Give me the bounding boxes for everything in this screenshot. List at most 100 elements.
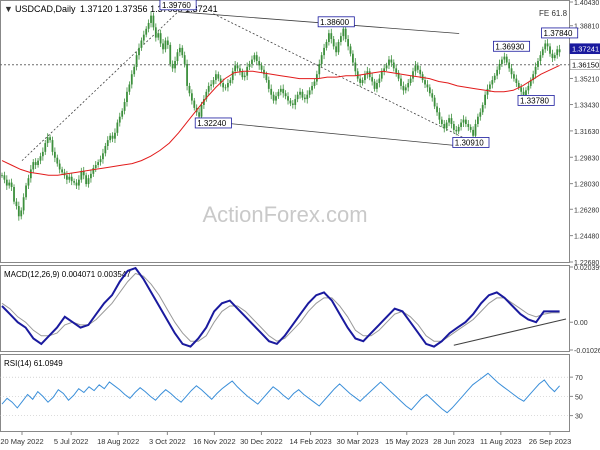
watermark: ActionForex.com [202, 202, 367, 227]
level-labels: 1.39760 1.38600 1.37840 1.36930 1.33780 1.322… [159, 0, 579, 148]
candle-body [556, 49, 559, 56]
candle-body [359, 78, 362, 84]
candle-body [301, 91, 304, 98]
candle-body [464, 119, 467, 125]
candle-body [99, 159, 102, 163]
candle-body [414, 65, 417, 72]
price-tick-label: 1.35210 [574, 76, 599, 83]
rsi-tick-label: 50 [575, 394, 583, 401]
rsi-axis-ticks: 70 50 30 [0, 375, 583, 421]
candle-body [234, 65, 237, 72]
candle-body [236, 65, 239, 69]
candle-body [388, 59, 390, 66]
candle-body [5, 179, 8, 186]
candle-body [517, 83, 520, 88]
candle-body [44, 143, 47, 152]
candle-body [306, 94, 309, 100]
candle-body [515, 78, 518, 84]
candle-body [505, 56, 508, 63]
candle-body [361, 80, 364, 84]
price-tags: 1.37241 1.36150 [569, 43, 600, 70]
candle-body [13, 187, 15, 202]
candle-body [532, 74, 535, 81]
candle-body [219, 78, 222, 84]
macd-tick-label: -0.01026 [574, 348, 600, 355]
candle-body [289, 100, 292, 104]
macd-tick-label: 0.020399 [574, 265, 600, 272]
candle-body [68, 176, 71, 180]
candle-body [380, 71, 383, 79]
candle-body [323, 47, 325, 56]
candle-body [525, 90, 527, 97]
candle-body [445, 122, 448, 129]
candle-body [335, 46, 337, 53]
date-tick-label: 15 May 2023 [385, 437, 428, 446]
chart-title: USDCAD,Daily [15, 4, 76, 14]
candle-body [49, 137, 51, 141]
candle-body [174, 61, 176, 69]
candle-body [150, 15, 152, 23]
price-tick-label: 1.29830 [574, 155, 599, 162]
candle-body [330, 33, 333, 40]
candle-body [34, 162, 37, 166]
price-axis-ticks: 1.40430 1.38810 1.35210 1.33430 1.31630 1.298… [570, 0, 599, 267]
level-label-text: 1.38600 [320, 18, 349, 27]
rsi-tick-label: 70 [575, 375, 583, 382]
candle-body [164, 40, 167, 50]
candle-body [395, 68, 398, 73]
trendline-3 [213, 13, 472, 142]
candle-body [443, 124, 446, 129]
price-tick-label: 1.40430 [574, 0, 599, 7]
candle-body [551, 53, 554, 59]
candle-body [227, 83, 229, 88]
candle-body [133, 66, 136, 75]
candle-body [431, 93, 434, 98]
date-tick-label: 20 May 2022 [0, 437, 43, 446]
candle-body [162, 43, 164, 50]
level-label-box [194, 117, 232, 129]
candle-body [224, 87, 227, 89]
candle-body [541, 49, 544, 56]
candle-body [41, 151, 44, 157]
date-tick-label: 18 Aug 2022 [97, 437, 139, 446]
candle-body [152, 15, 155, 28]
candle-body [145, 28, 148, 35]
candle-body [484, 94, 487, 105]
macd-trendline [453, 318, 567, 346]
level-label-box [517, 95, 555, 106]
candle-body [157, 33, 160, 38]
candle-body [549, 46, 551, 54]
candle-body [366, 71, 369, 75]
price-panel-frame [0, 0, 570, 263]
macd-signal-line [1, 272, 560, 342]
candle-body [138, 47, 140, 56]
level-label-box [452, 137, 490, 148]
candle-body [342, 28, 345, 37]
date-tick-label: 26 Sep 2023 [529, 437, 572, 446]
candle-body [198, 112, 200, 117]
collapse-arrow-icon[interactable]: ▼ [4, 4, 13, 14]
candle-body [202, 99, 205, 105]
date-tick-label: 3 Oct 2022 [149, 437, 186, 446]
macd-panel-frame [0, 265, 570, 352]
candle-body [92, 167, 95, 174]
candle-body [436, 106, 438, 113]
level-label-box [317, 16, 355, 28]
candle-body [210, 84, 213, 86]
candle-body [467, 124, 470, 127]
candle-body [239, 68, 241, 72]
macd-line [1, 266, 560, 348]
candle-body [373, 81, 376, 89]
candle-body [407, 83, 410, 88]
candle-body [8, 182, 11, 186]
candle-body [409, 78, 412, 84]
candle-body [402, 85, 405, 91]
candle-body [126, 91, 128, 103]
candle-body [39, 156, 42, 161]
candle-body [544, 43, 547, 50]
candle-body [527, 85, 530, 91]
candle-body [385, 65, 388, 69]
candle-body [419, 69, 422, 75]
candle-body [337, 41, 340, 53]
candle-body [169, 44, 172, 64]
